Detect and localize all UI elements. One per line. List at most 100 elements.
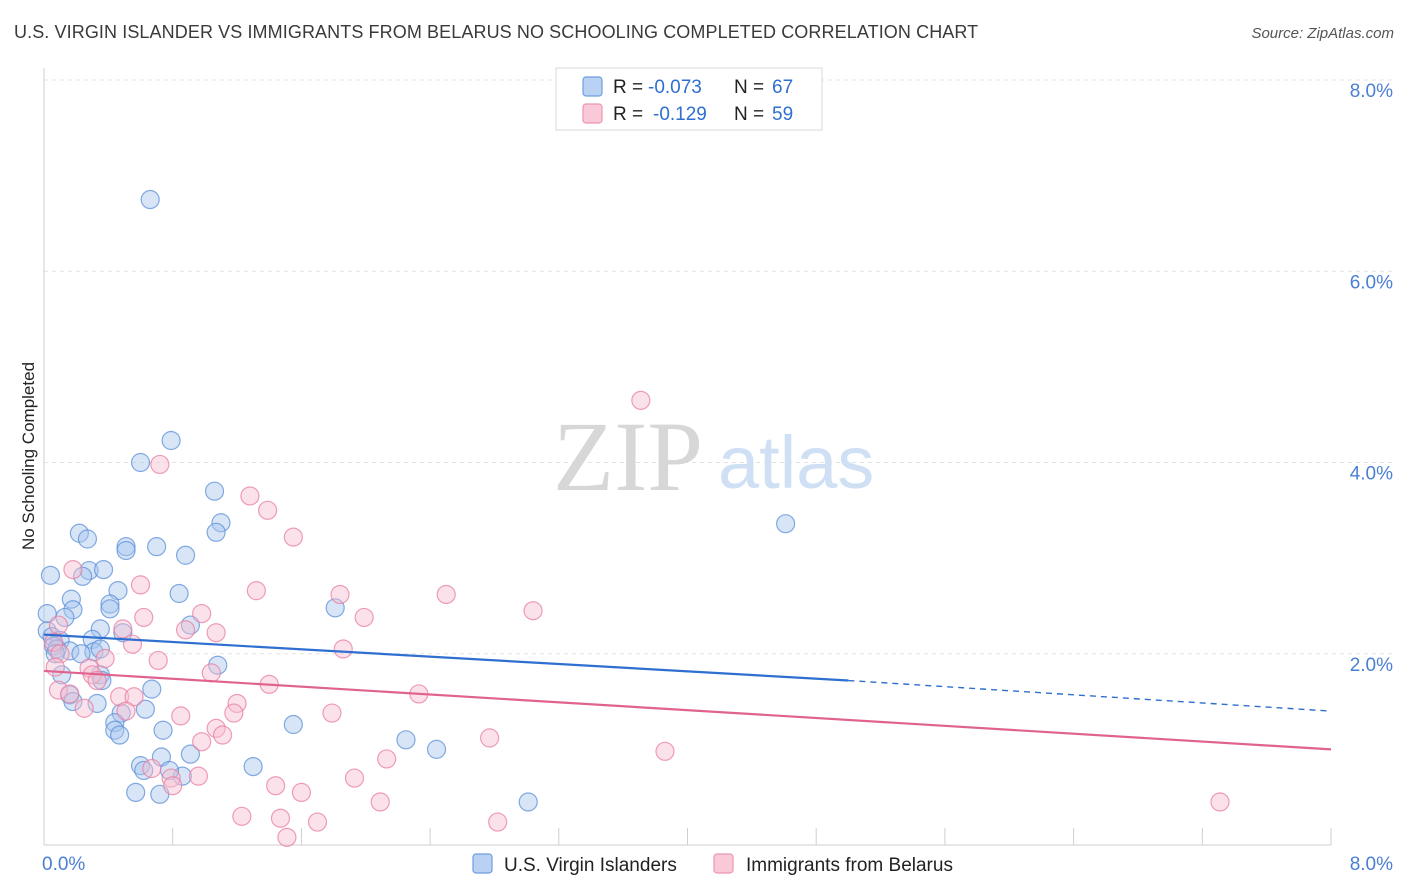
point-series-1-31 — [60, 684, 80, 704]
point-series-0-53 — [283, 714, 303, 735]
point-series-1-57 — [307, 812, 328, 832]
point-series-1-52 — [266, 776, 286, 796]
point-series-1-54 — [370, 792, 390, 812]
x-tick-labels: 0.0% 8.0% — [42, 854, 1393, 875]
point-series-1-38 — [224, 703, 244, 723]
point-series-0-60 — [134, 760, 154, 781]
trend-lines — [43, 633, 1332, 751]
stats-legend: R = -0.073 N = 67 R = -0.129 N = 59 — [555, 67, 823, 131]
legend-swatch-belarus — [713, 853, 734, 874]
point-series-1-32 — [110, 687, 130, 707]
point-series-1-58 — [488, 812, 508, 832]
stats-r-label-1: R = — [613, 77, 643, 98]
stats-swatch-belarus — [582, 103, 603, 124]
point-series-1-7 — [246, 581, 266, 601]
point-series-0-8 — [147, 537, 167, 557]
point-series-1-1 — [150, 454, 170, 475]
watermark: ZIP atlas — [553, 401, 874, 512]
point-series-1-33 — [124, 687, 144, 707]
legend-label-virgin-islanders: U.S. Virgin Islanders — [504, 855, 677, 876]
trend-line-dashed-0 — [848, 679, 1332, 712]
point-series-1-17 — [206, 623, 226, 643]
point-series-0-43 — [142, 679, 162, 699]
point-series-0-9 — [175, 545, 196, 565]
point-series-0-45 — [87, 693, 107, 714]
point-series-0-12 — [40, 565, 61, 585]
point-series-0-55 — [396, 730, 416, 750]
point-series-0-15 — [73, 566, 93, 586]
point-series-1-22 — [95, 648, 115, 669]
point-series-0-0 — [140, 189, 160, 210]
point-series-1-27 — [201, 663, 221, 683]
point-series-1-3 — [258, 500, 278, 520]
y-tick-label-6: 6.0% — [1350, 272, 1393, 293]
point-series-0-14 — [93, 559, 114, 580]
point-series-1-19 — [333, 639, 353, 659]
point-series-1-49 — [188, 766, 209, 786]
source-credit: Source: ZipAtlas.com — [1251, 25, 1394, 42]
stats-n-label-1: N = — [734, 77, 764, 98]
point-series-1-8 — [330, 584, 350, 605]
y-tick-labels: 2.0% 4.0% 6.0% 8.0% — [1350, 81, 1393, 676]
point-series-1-48 — [161, 768, 181, 788]
point-series-1-59 — [277, 827, 297, 847]
point-series-1-28 — [87, 670, 107, 691]
point-series-1-30 — [48, 680, 69, 700]
data-points — [37, 189, 1230, 847]
point-series-1-43 — [480, 728, 500, 748]
point-series-0-54 — [110, 725, 130, 745]
point-series-0-40 — [208, 655, 228, 675]
stats-r-value-1: -0.073 — [648, 77, 702, 98]
point-series-1-15 — [113, 619, 133, 639]
point-series-1-20 — [44, 632, 64, 652]
series-legend: U.S. Virgin Islanders Immigrants from Be… — [472, 853, 953, 876]
point-series-1-56 — [270, 808, 291, 828]
point-series-1-47 — [142, 758, 162, 779]
y-axis-label: No Schooling Completed — [19, 362, 38, 550]
point-series-1-53 — [291, 782, 311, 803]
point-series-0-63 — [126, 782, 146, 803]
stats-n-value-1: 67 — [772, 77, 793, 98]
watermark-atlas: atlas — [718, 421, 874, 504]
point-series-0-11 — [116, 540, 136, 561]
stats-n-value-2: 59 — [772, 104, 793, 125]
gridlines — [44, 79, 1393, 655]
axes — [43, 68, 1332, 846]
legend-label-belarus: Immigrants from Belarus — [746, 855, 953, 876]
point-series-1-13 — [354, 607, 374, 628]
stats-swatch-virgin-islanders — [582, 76, 603, 97]
point-series-0-10 — [206, 522, 226, 542]
point-series-1-44 — [192, 732, 212, 752]
point-series-1-6 — [130, 575, 151, 595]
point-series-0-17 — [169, 583, 189, 604]
y-tick-label-8: 8.0% — [1350, 81, 1393, 102]
point-series-1-18 — [122, 634, 143, 654]
point-series-0-65 — [518, 792, 538, 812]
point-series-1-12 — [192, 603, 212, 624]
point-series-0-2 — [130, 452, 151, 473]
point-series-0-62 — [243, 756, 263, 777]
point-series-0-38 — [71, 644, 91, 664]
point-series-0-56 — [426, 739, 447, 759]
point-series-1-23 — [148, 650, 168, 671]
x-tick-label-max: 8.0% — [1350, 854, 1393, 875]
point-series-0-23 — [55, 607, 75, 628]
point-series-0-21 — [63, 600, 83, 620]
point-series-1-0 — [631, 390, 651, 410]
point-series-1-51 — [163, 776, 183, 796]
point-series-0-6 — [77, 529, 98, 549]
point-series-1-11 — [134, 607, 154, 628]
trend-line-solid-0 — [43, 633, 849, 682]
point-series-1-39 — [171, 706, 191, 726]
point-series-0-51 — [153, 720, 173, 740]
point-series-0-20 — [100, 599, 120, 619]
y-tick-label-2: 2.0% — [1350, 655, 1393, 676]
point-series-0-4 — [211, 513, 231, 533]
point-series-0-47 — [135, 699, 155, 719]
point-series-1-24 — [45, 657, 65, 677]
point-series-1-46 — [377, 749, 397, 769]
point-series-0-36 — [90, 639, 110, 659]
point-series-0-42 — [92, 670, 112, 691]
point-series-1-55 — [232, 806, 252, 826]
